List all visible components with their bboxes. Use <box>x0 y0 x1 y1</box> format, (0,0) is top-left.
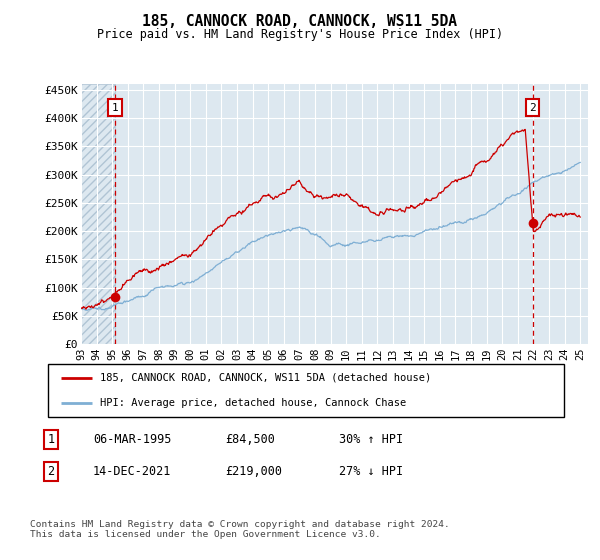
Text: £219,000: £219,000 <box>225 465 282 478</box>
Text: 06-MAR-1995: 06-MAR-1995 <box>93 433 172 446</box>
Text: 1: 1 <box>47 433 55 446</box>
Bar <box>81 84 115 344</box>
Text: £84,500: £84,500 <box>225 433 275 446</box>
Text: Contains HM Land Registry data © Crown copyright and database right 2024.
This d: Contains HM Land Registry data © Crown c… <box>30 520 450 539</box>
Text: 1: 1 <box>112 103 118 113</box>
Text: 2: 2 <box>47 465 55 478</box>
Text: HPI: Average price, detached house, Cannock Chase: HPI: Average price, detached house, Cann… <box>100 398 406 408</box>
Text: 14-DEC-2021: 14-DEC-2021 <box>93 465 172 478</box>
FancyBboxPatch shape <box>48 364 564 417</box>
Text: 185, CANNOCK ROAD, CANNOCK, WS11 5DA (detached house): 185, CANNOCK ROAD, CANNOCK, WS11 5DA (de… <box>100 373 431 383</box>
Text: 30% ↑ HPI: 30% ↑ HPI <box>339 433 403 446</box>
Text: 27% ↓ HPI: 27% ↓ HPI <box>339 465 403 478</box>
Text: 2: 2 <box>529 103 536 113</box>
Text: 185, CANNOCK ROAD, CANNOCK, WS11 5DA: 185, CANNOCK ROAD, CANNOCK, WS11 5DA <box>143 14 458 29</box>
Text: Price paid vs. HM Land Registry's House Price Index (HPI): Price paid vs. HM Land Registry's House … <box>97 28 503 41</box>
